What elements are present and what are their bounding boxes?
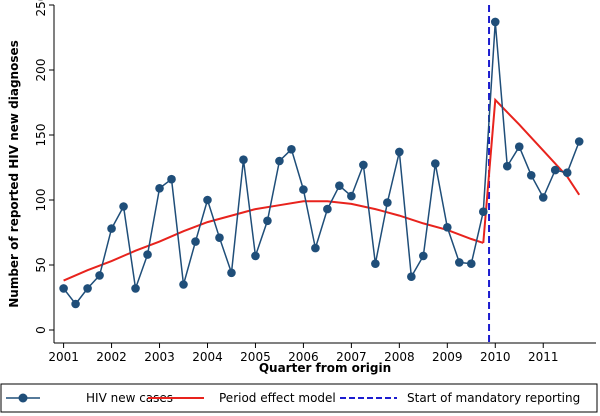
y-tick-label: 250 xyxy=(34,0,48,16)
hiv-new-cases-point xyxy=(227,268,236,278)
hiv-new-cases-point xyxy=(323,204,332,214)
hiv-new-cases-point xyxy=(263,216,272,226)
hiv-new-cases-point xyxy=(143,250,152,259)
hiv-new-cases-point xyxy=(383,198,392,207)
hiv-new-cases-point xyxy=(119,202,128,211)
y-axis-ticks: 0 50 100 150 200 250 xyxy=(34,0,54,334)
hiv-new-cases-point xyxy=(155,184,164,193)
period-effect-model-post xyxy=(482,97,581,243)
hiv-new-cases-point xyxy=(478,207,488,216)
hiv-new-cases-point xyxy=(466,259,476,269)
y-tick-label: 150 xyxy=(34,124,48,147)
hiv-new-cases-point xyxy=(359,160,368,170)
hiv-new-cases-point xyxy=(347,191,356,201)
hiv-new-cases-point xyxy=(251,251,260,261)
hiv-new-cases-point xyxy=(407,272,416,282)
hiv-new-cases-point xyxy=(574,137,584,146)
hiv-new-cases-point xyxy=(239,155,248,164)
y-tick-label: 0 xyxy=(34,326,48,334)
legend-swatch-cases-marker xyxy=(18,393,28,403)
hiv-new-cases-layer xyxy=(59,17,584,309)
x-tick-label: 2006 xyxy=(288,350,319,364)
hiv-new-cases-point xyxy=(71,299,80,309)
hiv-new-cases-point xyxy=(455,258,464,267)
hiv-new-cases-point xyxy=(59,284,68,293)
y-tick-label: 200 xyxy=(34,59,48,82)
legend-box xyxy=(0,383,598,413)
hiv-new-cases-point xyxy=(311,243,320,253)
hiv-new-cases-point xyxy=(419,251,428,261)
hiv-new-cases-point xyxy=(431,159,440,168)
hiv-new-cases-point xyxy=(107,224,116,233)
hiv-new-cases-point xyxy=(83,284,92,293)
hiv-new-cases-point xyxy=(538,193,548,202)
hiv-new-cases-point xyxy=(371,259,380,269)
hiv-new-cases-point xyxy=(191,237,200,246)
hiv-new-cases-point xyxy=(287,145,296,154)
x-tick-label: 2004 xyxy=(192,350,223,364)
hiv-new-cases-point xyxy=(299,185,308,194)
hiv-new-cases-point xyxy=(335,181,344,190)
x-tick-label: 2003 xyxy=(144,350,175,364)
x-axis-ticks: 2001 2002 2003 2004 2005 2006 2007 2008 2009 2010… xyxy=(48,343,559,364)
x-tick-label: 2010 xyxy=(480,350,511,364)
x-tick-label: 2007 xyxy=(336,350,367,364)
hiv-new-cases-point xyxy=(275,156,284,166)
hiv-new-cases-point xyxy=(395,147,404,157)
hiv-new-cases-point xyxy=(502,161,512,171)
legend: HIV new cases Period effect model Start … xyxy=(0,383,598,413)
hiv-new-cases-point xyxy=(490,17,500,27)
x-tick-label: 2005 xyxy=(240,350,271,364)
hiv-new-cases-point xyxy=(179,280,188,289)
hiv-new-cases-point xyxy=(550,165,560,175)
y-tick-label: 100 xyxy=(34,189,48,212)
plot-area: 0 50 100 150 200 250 2001 2002 2003 2004 2005 2006… xyxy=(34,0,596,364)
hiv-new-cases-point xyxy=(215,233,224,242)
hiv-new-cases-point xyxy=(443,223,452,232)
x-tick-label: 2011 xyxy=(528,350,559,364)
x-tick-label: 2001 xyxy=(48,350,79,364)
period-effect-model-layer xyxy=(63,97,581,282)
hiv-new-cases-point xyxy=(526,171,536,180)
x-tick-label: 2008 xyxy=(384,350,415,364)
period-effect-model-pre xyxy=(63,200,484,282)
hiv-new-cases-line xyxy=(62,21,580,306)
legend-label-model: Period effect model xyxy=(219,391,336,405)
legend-label-reporting: Start of mandatory reporting xyxy=(407,391,580,405)
hiv-new-cases-point xyxy=(95,271,104,280)
x-axis-title: Quarter from origin xyxy=(259,361,391,375)
legend-label-cases: HIV new cases xyxy=(86,391,173,405)
x-tick-label: 2009 xyxy=(432,350,463,364)
hiv-new-cases-point xyxy=(203,195,212,205)
hiv-new-cases-point xyxy=(167,174,176,184)
y-tick-label: 50 xyxy=(34,257,48,272)
hiv-new-cases-point xyxy=(562,168,572,177)
hiv-new-cases-point xyxy=(514,142,524,151)
hiv-new-cases-point xyxy=(131,284,140,293)
x-tick-label: 2002 xyxy=(96,350,127,364)
y-axis-title: Number of reported HIV new diagnoses xyxy=(7,40,21,308)
